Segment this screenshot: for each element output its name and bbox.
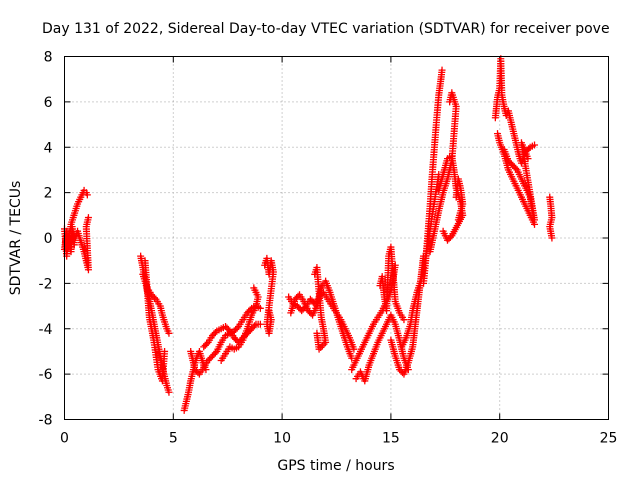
data-point — [84, 214, 92, 222]
y-tick-label: 4 — [44, 140, 53, 156]
data-point — [400, 316, 408, 324]
y-tick-label: 8 — [44, 50, 53, 66]
x-tick-label: 15 — [382, 431, 400, 447]
y-tick-label: -8 — [39, 413, 53, 429]
y-tick-label: -6 — [39, 367, 53, 383]
tick-labels: 0 5 10 15 20 25 -8 -6 -4 -2 0 2 4 6 8 — [39, 50, 618, 447]
data-point — [256, 320, 264, 328]
data-point — [313, 329, 321, 337]
y-tick-label: 2 — [44, 186, 53, 202]
data-points — [61, 55, 556, 414]
data-point — [165, 329, 173, 337]
data-point — [525, 145, 533, 153]
x-tick-label: 10 — [273, 431, 291, 447]
data-point — [224, 326, 232, 334]
data-point — [548, 234, 556, 242]
chart-title: Day 131 of 2022, Sidereal Day-to-day VTE… — [42, 21, 610, 37]
data-point — [454, 216, 462, 224]
x-tick-label: 5 — [169, 431, 178, 447]
data-point — [161, 347, 169, 355]
plot-frame — [64, 56, 609, 420]
data-point — [203, 340, 211, 348]
y-tick-label: -4 — [39, 322, 53, 338]
y-tick-label: 6 — [44, 95, 53, 111]
data-point — [512, 164, 520, 172]
y-axis-label: SDTVAR / TECUs — [8, 181, 24, 296]
y-tick-label: -2 — [39, 276, 53, 292]
data-point — [524, 155, 532, 163]
data-point — [165, 388, 173, 396]
data-point — [70, 241, 78, 249]
data-point — [531, 141, 539, 149]
data-point — [438, 66, 446, 74]
grid — [64, 56, 609, 420]
x-tick-label: 20 — [491, 431, 509, 447]
data-point — [211, 329, 219, 337]
data-point — [83, 191, 91, 199]
x-axis-label: GPS time / hours — [277, 458, 394, 474]
data-point — [439, 227, 447, 235]
x-tick-label: 0 — [60, 431, 69, 447]
data-point — [446, 98, 454, 106]
data-point — [150, 294, 158, 302]
data-point — [250, 284, 258, 292]
x-tick-label: 25 — [600, 431, 618, 447]
data-point — [251, 322, 259, 330]
data-point — [233, 324, 241, 332]
y-tick-label: 0 — [44, 231, 53, 247]
data-point — [211, 349, 219, 357]
data-point — [265, 307, 273, 315]
